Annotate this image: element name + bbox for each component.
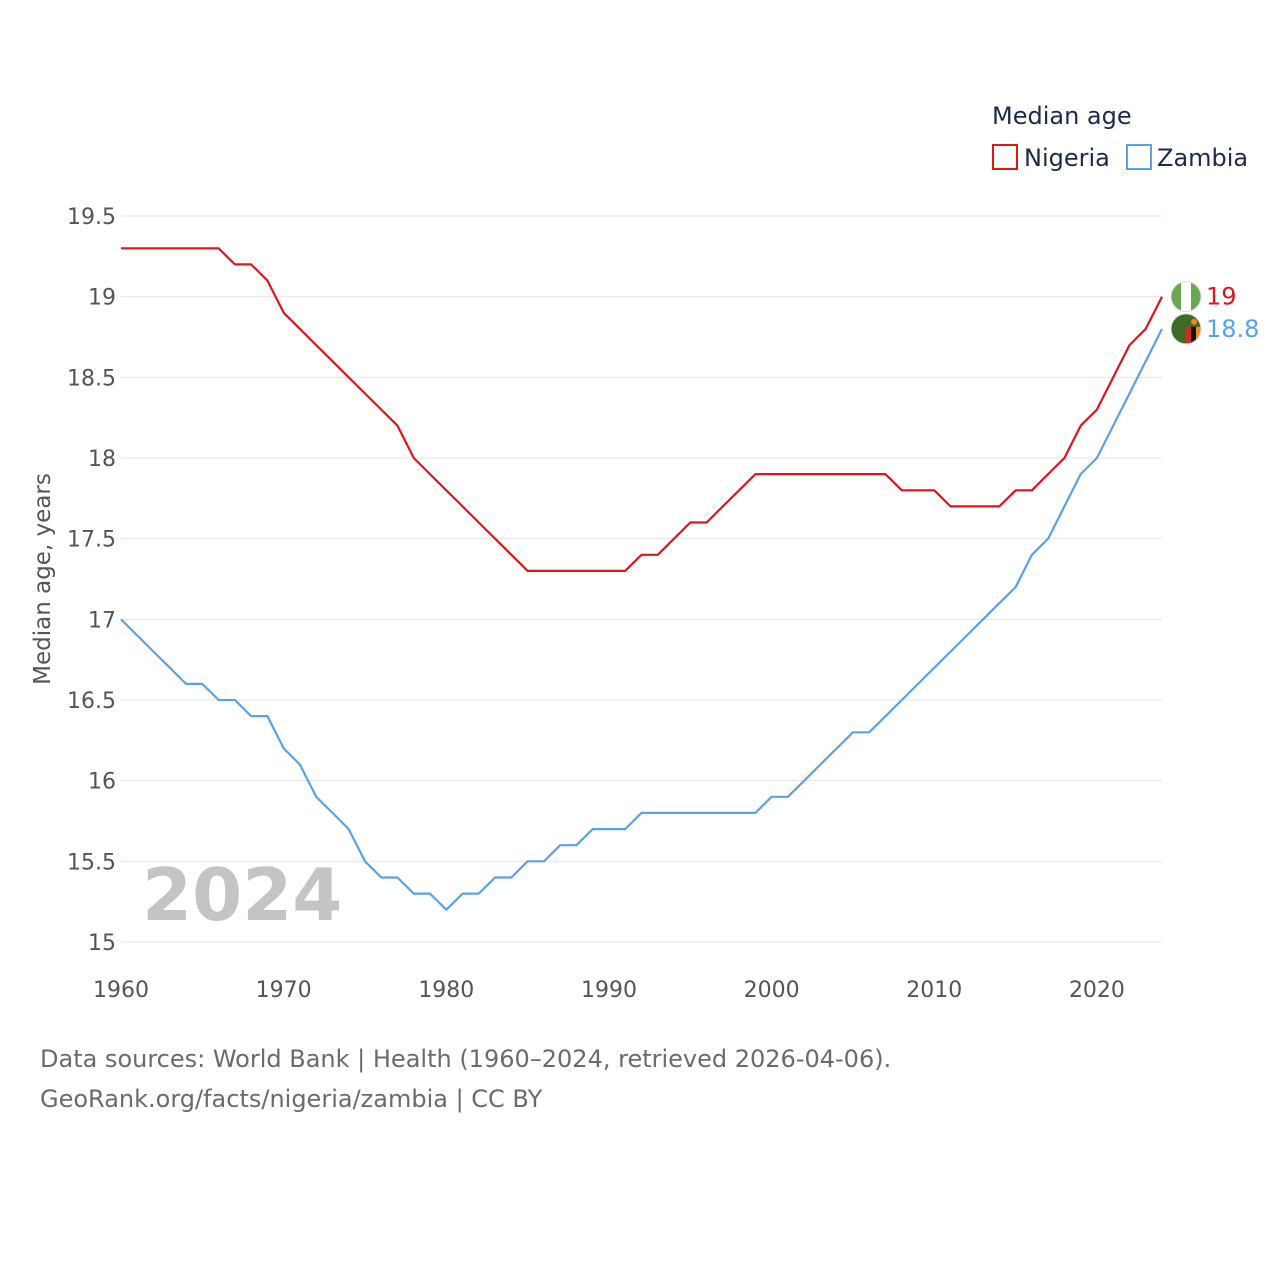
legend-label-zambia: Zambia bbox=[1157, 144, 1248, 172]
x-tick-label: 2000 bbox=[744, 978, 800, 1003]
y-tick-label: 18 bbox=[88, 447, 116, 472]
series-lines bbox=[120, 247, 1163, 911]
y-tick-label: 16.5 bbox=[67, 689, 116, 714]
nigeria-flag-icon bbox=[1170, 281, 1202, 313]
legend: Median age Nigeria Zambia bbox=[992, 102, 1248, 172]
y-tick-label: 15.5 bbox=[67, 850, 116, 875]
legend-label-nigeria: Nigeria bbox=[1024, 144, 1110, 172]
series-end-labels: 19 18.8 bbox=[1170, 281, 1259, 345]
y-tick-label: 17.5 bbox=[67, 528, 116, 553]
y-tick-label: 16 bbox=[88, 770, 116, 795]
data-sources-note: Data sources: World Bank | Health (1960–… bbox=[40, 1045, 892, 1073]
x-tick-label: 2020 bbox=[1069, 978, 1125, 1003]
x-tick-label: 2010 bbox=[906, 978, 962, 1003]
end-value-label-zambia: 18.8 bbox=[1206, 315, 1259, 343]
series-line-nigeria bbox=[121, 247, 1163, 573]
zambia-flag-icon bbox=[1170, 313, 1202, 345]
series-line-zambia bbox=[120, 328, 1163, 911]
y-axis-ticks: 15 15.5 16 16.5 17 17.5 18 18.5 19 19.5 bbox=[67, 205, 116, 956]
end-value-label-nigeria: 19 bbox=[1206, 283, 1237, 311]
legend-title: Median age bbox=[992, 102, 1132, 130]
x-axis-ticks: 1960 1970 1980 1990 2000 2010 2020 bbox=[93, 978, 1125, 1003]
x-tick-label: 1980 bbox=[418, 978, 474, 1003]
y-tick-label: 17 bbox=[88, 608, 116, 633]
legend-swatch-zambia bbox=[1126, 144, 1152, 170]
x-tick-label: 1990 bbox=[581, 978, 637, 1003]
y-tick-label: 19.5 bbox=[67, 205, 116, 230]
y-tick-label: 19 bbox=[88, 286, 116, 311]
x-tick-label: 1960 bbox=[93, 978, 149, 1003]
y-tick-label: 18.5 bbox=[67, 366, 116, 391]
legend-swatch-nigeria bbox=[992, 144, 1018, 170]
y-tick-label: 15 bbox=[88, 931, 116, 956]
grid-lines bbox=[121, 215, 1162, 943]
y-axis-label: Median age, years bbox=[30, 473, 56, 685]
year-watermark: 2024 bbox=[142, 853, 342, 937]
x-tick-label: 1970 bbox=[256, 978, 312, 1003]
credit-link[interactable]: GeoRank.org/facts/nigeria/zambia | CC BY bbox=[40, 1085, 543, 1113]
